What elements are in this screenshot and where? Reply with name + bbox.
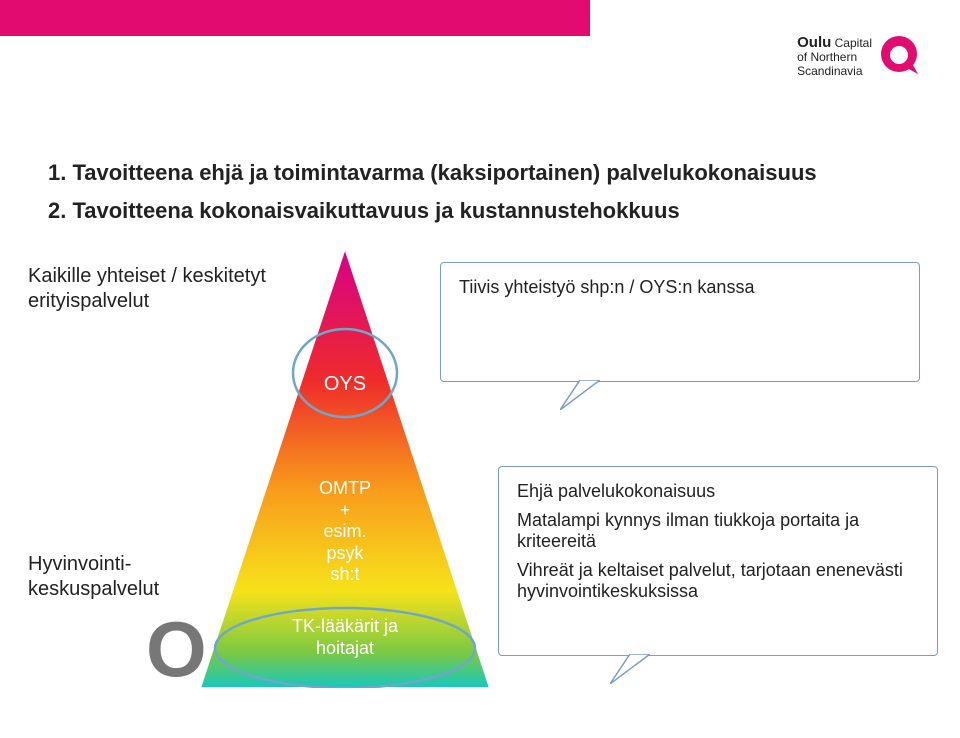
big-o-letter: O [146,604,207,695]
callout-service-whole: Ehjä palvelukokonaisuus Matalampi kynnys… [498,466,938,656]
logo-line1: Oulu [797,34,831,51]
callout1-tail [560,380,600,410]
logo-text: Oulu Capital of Northern Scandinavia [797,34,872,79]
label-wellbeing-centre: Hyvinvointi- keskuspalvelut [28,552,159,602]
callout2-line2: Matalampi kynnys ilman tiukkoja portaita… [517,510,919,552]
label-l1b: erityispalvelut [28,290,149,312]
callout2-line3: Vihreät ja keltaiset palvelut, tarjotaan… [517,560,919,602]
callout2-line1: Ehjä palvelukokonaisuus [517,481,919,502]
callout2-tail [610,654,650,684]
triangle-label-omtp: OMTP + esim. psyk sh:t [265,478,425,586]
logo-line4: Scandinavia [797,64,862,78]
logo-line3: of Northern [797,50,857,64]
logo-line2: Capital [835,36,872,50]
triangle-label-oys: OYS [265,372,425,396]
callout1-line1: Tiivis yhteistyö shp:n / OYS:n kanssa [459,277,901,298]
triangle-label-tk: TK-lääkärit ja hoitajat [265,616,425,659]
callout-collaboration: Tiivis yhteistyö shp:n / OYS:n kanssa [440,262,920,382]
speech-bubble-icon [878,34,920,76]
brand-bar [0,0,590,36]
label-l2a: Hyvinvointi- [28,553,131,575]
heading-1: 1. Tavoitteena ehjä ja toimintavarma (ka… [48,160,817,186]
logo: Oulu Capital of Northern Scandinavia [797,34,920,79]
label-l2b: keskuspalvelut [28,578,159,600]
heading-2: 2. Tavoitteena kokonaisvaikuttavuus ja k… [48,198,680,224]
